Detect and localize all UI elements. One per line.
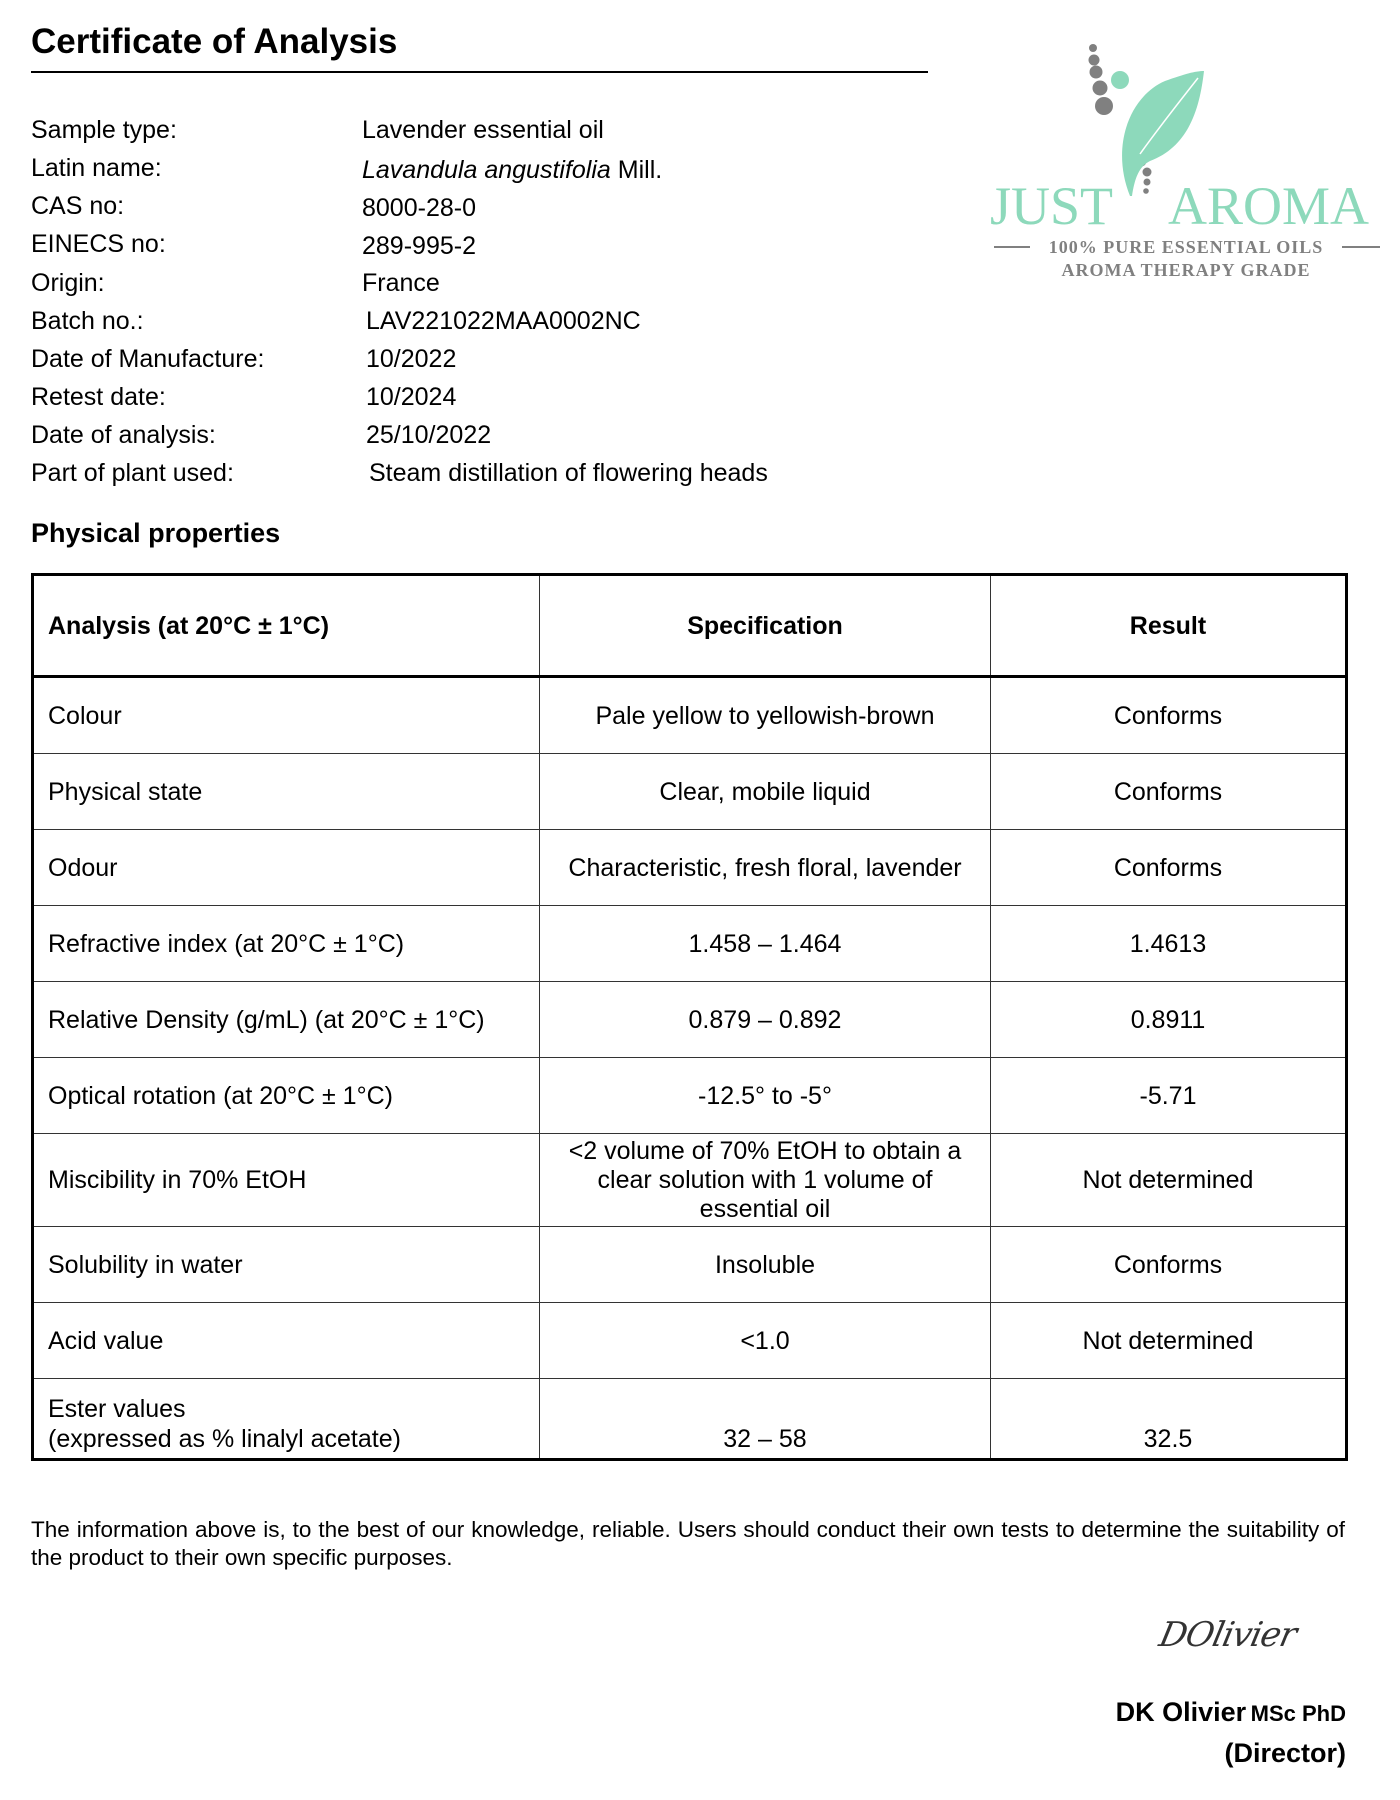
disclaimer: The information above is, to the best of… [31, 1517, 1345, 1570]
specification-cell: Clear, mobile liquid [539, 753, 991, 830]
page-title: Certificate of Analysis [31, 22, 398, 61]
analysis-cell: Ester values (expressed as % linalyl acet… [32, 1378, 540, 1460]
analysis-cell: Colour [32, 676, 540, 754]
brand-left: JUST [990, 176, 1113, 236]
analysis-cell: Refractive index (at 20°C ± 1°C) [32, 905, 540, 982]
info-value: 8000-28-0 [362, 194, 476, 222]
info-label: Date of analysis: [31, 421, 216, 449]
table-row: Odour Characteristic, fresh floral, laven… [32, 829, 1347, 906]
latin-name: Lavandula angustifolia [362, 156, 611, 184]
table-row: Acid value <1.0 Not determined [32, 1302, 1347, 1379]
result-cell: 32.5 [990, 1378, 1347, 1460]
table-row: Miscibility in 70% EtOH <2 volume of 70% … [32, 1133, 1347, 1227]
table-row: Physical state Clear, mobile liquid Confor… [32, 753, 1347, 830]
info-label: Part of plant used: [31, 459, 234, 487]
section-title: Physical properties [31, 518, 281, 548]
info-label: EINECS no: [31, 230, 166, 258]
info-label: Batch no.: [31, 307, 144, 335]
info-value: 10/2024 [366, 383, 457, 411]
info-label: Latin name: [31, 154, 162, 182]
info-value: 289-995-2 [362, 232, 476, 260]
info-label: CAS no: [31, 192, 125, 220]
specification-cell: <2 volume of 70% EtOH to obtain a clear … [539, 1133, 991, 1227]
specification-cell: 32 – 58 [539, 1378, 991, 1460]
title-underline [31, 71, 928, 73]
tagline-2: AROMA THERAPY GRADE [1061, 260, 1310, 280]
table-row: Solubility in water Insoluble Conforms [32, 1226, 1347, 1303]
specification-cell: 0.879 – 0.892 [539, 981, 991, 1058]
result-cell: Conforms [990, 676, 1347, 754]
table-row: Optical rotation (at 20°C ± 1°C) -12.5° t… [32, 1057, 1347, 1134]
column-header: Specification [539, 574, 991, 678]
physical-properties-table: Analysis (at 20°C ± 1°C) Specification R… [31, 573, 1348, 1461]
info-value: Lavender essential oil [362, 116, 604, 144]
column-header: Result [990, 574, 1347, 678]
result-cell: -5.71 [990, 1057, 1347, 1134]
analysis-cell: Odour [32, 829, 540, 906]
brand-right: AROMA [1168, 176, 1369, 236]
info-label: Retest date: [31, 383, 166, 411]
result-cell: Conforms [990, 1226, 1347, 1303]
table-row: Refractive index (at 20°C ± 1°C) 1.458 – … [32, 905, 1347, 982]
specification-cell: Pale yellow to yellowish-brown [539, 676, 991, 754]
analysis-cell: Optical rotation (at 20°C ± 1°C) [32, 1057, 540, 1134]
result-cell: Not determined [990, 1302, 1347, 1379]
result-cell: Conforms [990, 753, 1347, 830]
info-value: 25/10/2022 [366, 421, 492, 449]
column-header: Analysis (at 20°C ± 1°C) [32, 574, 540, 678]
analysis-cell: Acid value [32, 1302, 540, 1379]
leaf-logo-icon: JUST AROMA 100% PURE ESSENTIAL OILS AROM… [990, 44, 1380, 280]
info-value: Lavandula angustifolia Mill. [362, 155, 662, 185]
signatory: DK Olivier MSc PhD (Director) [1116, 1694, 1346, 1771]
info-value: 10/2022 [366, 345, 457, 373]
result-cell: 1.4613 [990, 905, 1347, 982]
just-aroma-logo: JUST AROMA 100% PURE ESSENTIAL OILS AROM… [990, 36, 1390, 296]
info-value: France [362, 269, 440, 297]
table-row: Ester values (expressed as % linalyl acet… [32, 1378, 1347, 1460]
analysis-cell: Physical state [32, 753, 540, 830]
analysis-cell: Relative Density (g/mL) (at 20°C ± 1°C) [32, 981, 540, 1058]
table-row: Relative Density (g/mL) (at 20°C ± 1°C) 0… [32, 981, 1347, 1058]
info-value: LAV221022MAA0002NC [366, 307, 641, 335]
result-cell: 0.8911 [990, 981, 1347, 1058]
specification-cell: Insoluble [539, 1226, 991, 1303]
result-cell: Not determined [990, 1133, 1347, 1227]
analysis-cell: Miscibility in 70% EtOH [32, 1133, 540, 1227]
ester-label: Ester values [48, 1395, 186, 1423]
info-value: Steam distillation of flowering heads [369, 459, 768, 487]
info-label: Sample type: [31, 116, 177, 144]
handwritten-signature: DOlivier [1155, 1615, 1300, 1655]
info-label: Origin: [31, 269, 105, 297]
signer-line: DK Olivier MSc PhD [1116, 1694, 1346, 1735]
specification-cell: -12.5° to -5° [539, 1057, 991, 1134]
specification-cell: <1.0 [539, 1302, 991, 1379]
result-cell: Conforms [990, 829, 1347, 906]
specification-cell: Characteristic, fresh floral, lavender [539, 829, 991, 906]
signer-role: (Director) [1224, 1738, 1346, 1768]
specification-cell: 1.458 – 1.464 [539, 905, 991, 982]
latin-author: Mill. [610, 156, 663, 184]
table-header-row: Analysis (at 20°C ± 1°C) Specification R… [32, 574, 1347, 678]
tagline-1: 100% PURE ESSENTIAL OILS [1049, 237, 1324, 257]
info-label: Date of Manufacture: [31, 345, 265, 373]
signer-qualifications: MSc PhD [1250, 1701, 1346, 1726]
signer-name: DK Olivier [1115, 1697, 1247, 1727]
analysis-cell: Solubility in water [32, 1226, 540, 1303]
table-row: Colour Pale yellow to yellowish-brown Conf… [32, 676, 1347, 754]
ester-subline: (expressed as % linalyl acetate) [48, 1425, 401, 1453]
